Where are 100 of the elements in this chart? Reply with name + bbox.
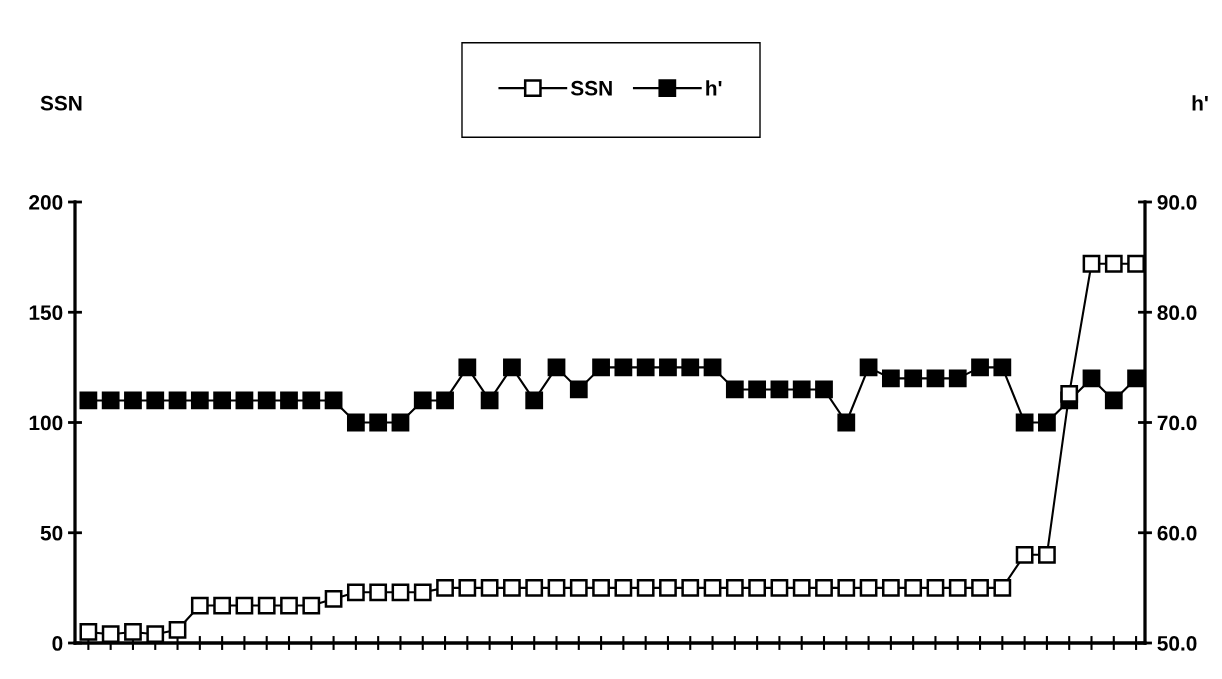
- point: [168, 620, 187, 639]
- point: [904, 369, 923, 388]
- point: [146, 391, 165, 410]
- point: [815, 578, 833, 597]
- point: [592, 358, 610, 377]
- point: [503, 358, 521, 377]
- point: [971, 358, 989, 377]
- point: [79, 391, 98, 410]
- point: [770, 380, 789, 399]
- point: [190, 391, 209, 410]
- point: [458, 358, 477, 377]
- point: [948, 578, 967, 597]
- point: [636, 358, 655, 377]
- legend-label: h': [706, 80, 722, 96]
- point: [770, 578, 789, 597]
- point: [859, 578, 878, 597]
- point: [815, 380, 833, 399]
- point: [703, 358, 722, 377]
- point: [725, 380, 744, 399]
- point: [302, 596, 321, 615]
- point: [659, 578, 677, 597]
- point: [369, 413, 388, 432]
- point: [971, 578, 989, 597]
- point: [213, 596, 232, 615]
- point: [168, 391, 187, 410]
- y2-tick-label: 60.0: [1157, 525, 1197, 541]
- point: [547, 358, 566, 377]
- point: [436, 578, 454, 597]
- point: [792, 578, 811, 597]
- point: [881, 369, 900, 388]
- point: [1104, 391, 1123, 410]
- point: [993, 578, 1012, 597]
- point: [837, 413, 856, 432]
- point: [480, 391, 499, 410]
- point: [1060, 384, 1079, 403]
- y2-axis-title: h': [1192, 95, 1208, 111]
- point: [146, 625, 165, 644]
- point: [636, 578, 655, 597]
- legend-label: SSN: [570, 80, 612, 96]
- point: [101, 625, 120, 644]
- point: [547, 578, 566, 597]
- point: [525, 391, 544, 410]
- point: [1082, 369, 1101, 388]
- point: [1038, 413, 1056, 432]
- point: [235, 391, 254, 410]
- point: [681, 578, 700, 597]
- point: [324, 391, 343, 410]
- point: [948, 369, 967, 388]
- point: [993, 358, 1012, 377]
- point: [346, 413, 365, 432]
- point: [614, 358, 633, 377]
- point: [436, 391, 454, 410]
- point: [391, 413, 410, 432]
- point: [503, 578, 521, 597]
- point: [681, 358, 700, 377]
- point: [79, 623, 98, 641]
- point: [1015, 545, 1034, 564]
- y-tick-label: 50: [40, 525, 63, 541]
- point: [369, 583, 388, 602]
- point: [413, 391, 432, 410]
- point: [525, 578, 544, 597]
- point: [190, 596, 209, 615]
- point: [881, 578, 900, 597]
- y2-tick-label: 90.0: [1157, 195, 1197, 210]
- point: [391, 583, 410, 602]
- point: [480, 578, 499, 597]
- point: [346, 583, 365, 602]
- point: [904, 578, 923, 597]
- point: [101, 391, 120, 410]
- point: [748, 380, 767, 399]
- point: [235, 596, 254, 615]
- point: [458, 578, 477, 597]
- point: [859, 358, 878, 377]
- point: [280, 596, 298, 615]
- point: [569, 578, 588, 597]
- point: [413, 583, 432, 602]
- y2-tick-label: 70.0: [1157, 415, 1197, 431]
- y-tick-label: 150: [29, 305, 63, 320]
- y-tick-label: 0: [52, 636, 63, 651]
- point: [257, 391, 276, 410]
- point: [837, 578, 856, 597]
- y2-tick-label: 80.0: [1157, 305, 1197, 320]
- y-tick-label: 100: [29, 415, 63, 431]
- point: [1127, 254, 1145, 273]
- point: [1015, 413, 1034, 432]
- point: [1082, 254, 1101, 273]
- y2-tick-label: 50.0: [1157, 636, 1197, 651]
- point: [1038, 545, 1056, 564]
- point: [302, 391, 321, 410]
- point: [926, 369, 945, 388]
- point: [703, 578, 722, 597]
- point: [659, 358, 677, 377]
- point: [592, 578, 610, 597]
- point: [213, 391, 232, 410]
- point: [792, 380, 811, 399]
- point: [725, 578, 744, 597]
- y-tick-label: 200: [29, 195, 63, 210]
- point: [748, 578, 767, 597]
- point: [926, 578, 945, 597]
- point: [1127, 369, 1145, 388]
